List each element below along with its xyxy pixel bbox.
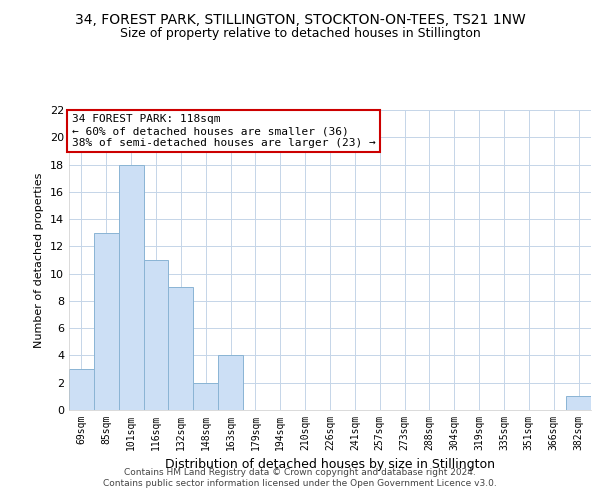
Text: Contains HM Land Registry data © Crown copyright and database right 2024.
Contai: Contains HM Land Registry data © Crown c…	[103, 468, 497, 487]
Bar	[169, 288, 193, 410]
Y-axis label: Number of detached properties: Number of detached properties	[34, 172, 44, 348]
X-axis label: Distribution of detached houses by size in Stillington: Distribution of detached houses by size …	[165, 458, 495, 471]
Bar	[94, 232, 119, 410]
Bar	[193, 382, 218, 410]
Bar	[69, 369, 94, 410]
Text: 34 FOREST PARK: 118sqm
← 60% of detached houses are smaller (36)
38% of semi-det: 34 FOREST PARK: 118sqm ← 60% of detached…	[71, 114, 376, 148]
Text: 34, FOREST PARK, STILLINGTON, STOCKTON-ON-TEES, TS21 1NW: 34, FOREST PARK, STILLINGTON, STOCKTON-O…	[74, 12, 526, 26]
Text: Size of property relative to detached houses in Stillington: Size of property relative to detached ho…	[119, 28, 481, 40]
Bar	[143, 260, 169, 410]
Bar	[218, 356, 243, 410]
Bar	[566, 396, 591, 410]
Bar	[119, 164, 143, 410]
